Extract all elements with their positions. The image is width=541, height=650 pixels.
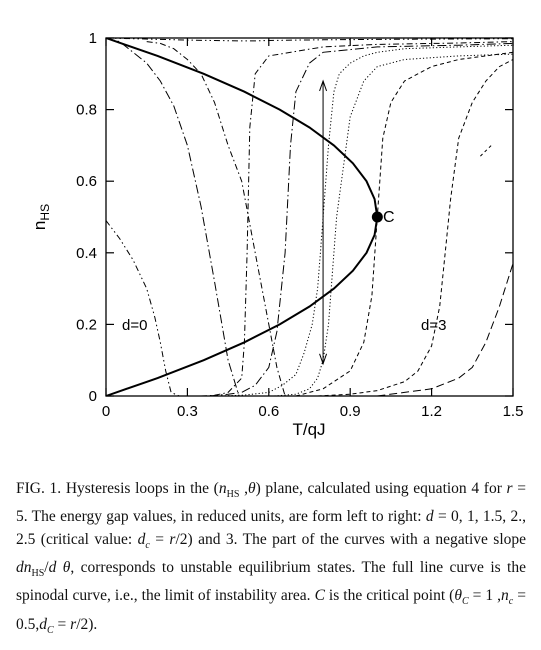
hysteresis-curve-3 xyxy=(106,38,240,396)
arrow-head-up xyxy=(319,79,328,92)
hysteresis-curve-12 xyxy=(377,263,513,396)
hysteresis-curve-4 xyxy=(146,41,286,396)
hysteresis-chart: 0 0.3 0.6 0.9 1.2 1.500.20.40.60.81 T/qJ nHS … xyxy=(30,30,524,439)
hysteresis-curve-10 xyxy=(295,51,513,396)
y-tick-label: 1 xyxy=(89,30,97,47)
hysteresis-curve-5 xyxy=(200,41,513,396)
x-tick-label: 0.3 xyxy=(177,403,198,420)
hysteresis-curve-11 xyxy=(317,59,513,396)
hysteresis-curve-7 xyxy=(214,216,324,396)
plot-frame xyxy=(105,37,514,397)
x-tick-label: 1.5 xyxy=(503,403,524,420)
hysteresis-curve-13 xyxy=(480,145,492,157)
hysteresis-curve-6 xyxy=(209,42,513,396)
hysteresis-curve-2 xyxy=(106,38,513,42)
hysteresis-curve-8 xyxy=(322,44,513,218)
critical-point-marker xyxy=(371,211,383,223)
x-tick-label: 0.6 xyxy=(258,403,279,420)
y-axis-label: nHS xyxy=(30,204,52,230)
y-tick-label: 0.6 xyxy=(76,173,97,190)
y-tick-label: 0.2 xyxy=(76,316,97,333)
y-tick-label: 0 xyxy=(89,388,97,405)
y-tick-label: 0.8 xyxy=(76,102,97,119)
x-axis-label: T/qJ xyxy=(292,420,325,439)
figure-caption: FIG. 1. Hysteresis loops in the (nHS ,θ)… xyxy=(16,480,526,636)
y-tick-label: 0.4 xyxy=(76,245,97,262)
x-tick-label: 1.2 xyxy=(421,403,442,420)
critical-point-label: C xyxy=(383,209,395,226)
hysteresis-curve-1 xyxy=(106,220,180,396)
annotation-d3: d=3 xyxy=(421,317,446,334)
x-tick-label: 0 xyxy=(102,403,110,420)
spinodal-curve xyxy=(106,38,379,396)
arrow-head-down xyxy=(319,353,328,366)
x-tick-label: 0.9 xyxy=(340,403,361,420)
annotation-d0: d=0 xyxy=(122,317,147,334)
